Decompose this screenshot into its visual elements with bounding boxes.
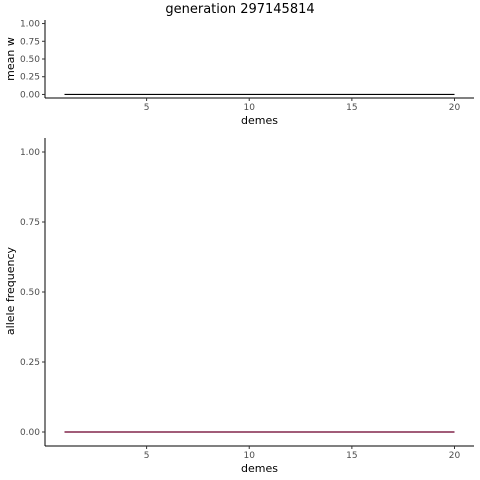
mean-w-x-tick-label: 15: [346, 103, 357, 113]
mean-w-y-tick-label: 0.00: [20, 90, 40, 100]
allele-frequency-x-axis-title: demes: [241, 462, 278, 475]
allele-frequency-y-tick-label: 1.00: [20, 148, 40, 158]
allele-frequency-y-tick-label: 0.50: [20, 288, 40, 298]
mean-w-x-tick-label: 20: [449, 103, 461, 113]
mean-w-y-axis-title: mean w: [4, 37, 17, 81]
mean-w-y-tick-label: 0.50: [20, 55, 40, 65]
mean-w-panel: 5 10 15 20 0.00 0.25 0.50 0.75 1.00 demes mean …: [4, 20, 474, 127]
mean-w-x-tick-label: 10: [244, 103, 256, 113]
allele-frequency-y-tick-label: 0.25: [20, 358, 40, 368]
allele-frequency-x-tick-label: 20: [449, 451, 461, 461]
allele-frequency-y-tick-label: 0.75: [20, 218, 40, 228]
allele-frequency-y-tick-label: 0.00: [20, 428, 40, 438]
allele-frequency-x-tick-label: 5: [144, 451, 150, 461]
allele-frequency-x-tick-label: 10: [244, 451, 256, 461]
mean-w-y-tick-label: 0.75: [20, 37, 40, 47]
allele-frequency-y-ticks: 0.00 0.25 0.50 0.75 1.00: [20, 148, 45, 438]
mean-w-y-tick-label: 1.00: [20, 20, 40, 30]
mean-w-x-axis-title: demes: [241, 114, 278, 127]
allele-frequency-x-ticks: 5 10 15 20: [144, 446, 461, 461]
mean-w-x-ticks: 5 10 15 20: [144, 98, 461, 113]
mean-w-x-tick-label: 5: [144, 103, 150, 113]
mean-w-y-ticks: 0.00 0.25 0.50 0.75 1.00: [20, 20, 45, 100]
plot-title: generation 297145814: [165, 2, 314, 17]
allele-frequency-y-axis-title: allele frequency: [4, 246, 17, 335]
allele-frequency-x-tick-label: 15: [346, 451, 357, 461]
mean-w-y-tick-label: 0.25: [20, 73, 40, 83]
allele-frequency-panel: 5 10 15 20 0.00 0.25 0.50 0.75 1.00 demes allel…: [4, 138, 474, 475]
